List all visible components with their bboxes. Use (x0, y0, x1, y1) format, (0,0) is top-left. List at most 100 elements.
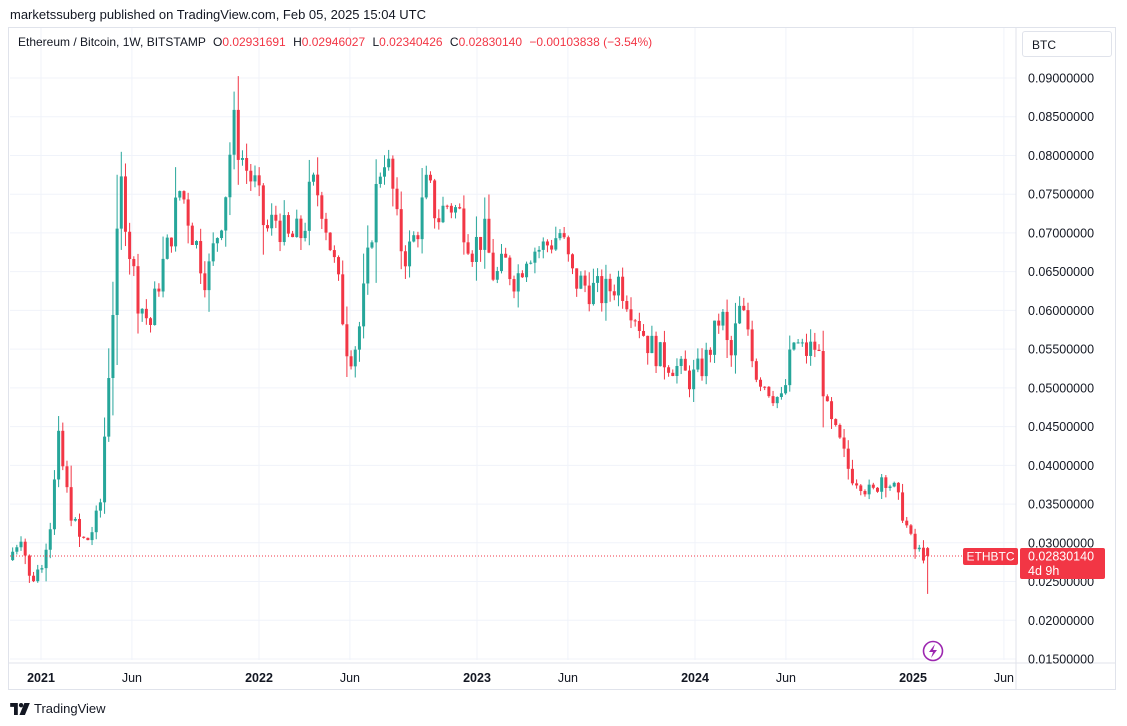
low-value: 0.02340426 (379, 35, 443, 49)
candle-body (850, 468, 854, 484)
candle-body (82, 536, 86, 538)
candle-body (558, 233, 562, 239)
last-price-tag (1020, 547, 1105, 579)
candle-body (441, 205, 445, 223)
candle-body (888, 486, 892, 488)
time-tick-label: Jun (122, 671, 142, 685)
candle-body (416, 235, 420, 240)
candle-body (232, 109, 236, 155)
candle-body (65, 466, 69, 488)
candle-body (683, 358, 687, 371)
candle-body (562, 233, 566, 238)
candle-body (491, 252, 495, 280)
candle-body (550, 245, 554, 250)
candle-body (90, 532, 94, 541)
candle-body (86, 537, 90, 541)
candle-body (692, 369, 696, 390)
candle-body (174, 197, 178, 247)
candle-body (880, 477, 884, 492)
candle-body (286, 215, 290, 234)
candle-body (784, 385, 788, 394)
candle-body (679, 358, 683, 366)
candle-body (642, 330, 646, 336)
candle-body (884, 477, 888, 488)
candle-body (165, 237, 169, 259)
candle-body (713, 320, 717, 355)
candle-body (483, 218, 487, 250)
candle-body (834, 419, 838, 425)
candles-group (11, 76, 930, 594)
candle-body (825, 396, 829, 402)
candle-body (220, 230, 224, 239)
candle-body (875, 487, 879, 492)
candle-body (733, 323, 737, 356)
candle-body (291, 233, 295, 238)
candle-body (236, 109, 240, 160)
high-label: H (293, 35, 302, 49)
candle-body (804, 342, 808, 356)
candle-body (311, 174, 315, 182)
currency-button[interactable]: BTC (1022, 31, 1112, 57)
candle-body (266, 225, 270, 229)
candle-body (604, 278, 608, 304)
candle-body (616, 276, 620, 296)
chart-frame[interactable] (8, 27, 1116, 690)
footer-brand-label: TradingView (34, 701, 106, 716)
ohlc-legend: Ethereum / Bitcoin, 1W, BITSTAMP O0.0293… (18, 35, 652, 49)
candle-body (249, 170, 253, 182)
candle-body (295, 218, 299, 238)
candle-body (374, 183, 378, 243)
candle-body (253, 175, 257, 182)
candle-body (366, 247, 370, 284)
tradingview-logo-icon (10, 702, 30, 715)
time-tick-label: Jun (994, 671, 1014, 685)
published-caption: marketssuberg published on TradingView.c… (10, 7, 426, 22)
footer-brand[interactable]: TradingView (10, 701, 106, 716)
candle-body (199, 241, 203, 274)
close-label: C (449, 35, 459, 49)
price-tick-label: 0.07000000 (1028, 226, 1094, 240)
candle-body (575, 268, 579, 289)
candle-body (846, 448, 850, 469)
price-tick-label: 0.06000000 (1028, 304, 1094, 318)
candle-body (646, 335, 650, 354)
candle-body (717, 320, 721, 326)
candle-body (424, 174, 428, 198)
lightning-icon[interactable] (922, 640, 944, 662)
candle-body (662, 342, 666, 368)
candle-body (282, 215, 286, 243)
candle-body (800, 342, 804, 344)
candle-body (261, 185, 265, 226)
symbol-tag-label: ETHBTC (967, 549, 1015, 563)
candle-body (370, 242, 374, 248)
candle-body (149, 318, 153, 326)
price-tick-label: 0.06500000 (1028, 265, 1094, 279)
candle-body (23, 541, 27, 556)
candle-body (94, 510, 98, 533)
candle-body (487, 218, 491, 253)
candle-body (479, 236, 483, 250)
candle-body (771, 396, 775, 404)
candle-body (19, 541, 23, 548)
candle-body (345, 324, 349, 357)
change-value: −0.00103838 (−3.54%) (529, 35, 653, 49)
candle-body (420, 197, 424, 240)
candle-body (921, 547, 925, 561)
candle-body (533, 251, 537, 263)
candle-body (186, 199, 190, 226)
candle-body (178, 191, 182, 198)
time-tick-label: 2024 (681, 671, 709, 685)
price-tick-label: 0.04000000 (1028, 459, 1094, 473)
price-tick-label: 0.05500000 (1028, 343, 1094, 357)
candle-body (454, 207, 458, 213)
candle-body (817, 349, 821, 352)
open-value: 0.02931691 (222, 35, 286, 49)
candle-body (892, 482, 896, 487)
candle-body (316, 174, 320, 196)
candle-body (537, 249, 541, 252)
candle-body (320, 195, 324, 219)
candle-body (763, 386, 767, 388)
candle-body (504, 253, 508, 258)
candle-body (153, 288, 157, 326)
